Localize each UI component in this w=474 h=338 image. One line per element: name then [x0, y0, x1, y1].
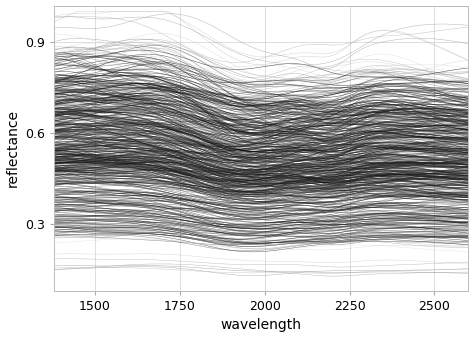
X-axis label: wavelength: wavelength — [221, 318, 302, 333]
Y-axis label: reflectance: reflectance — [6, 109, 19, 187]
